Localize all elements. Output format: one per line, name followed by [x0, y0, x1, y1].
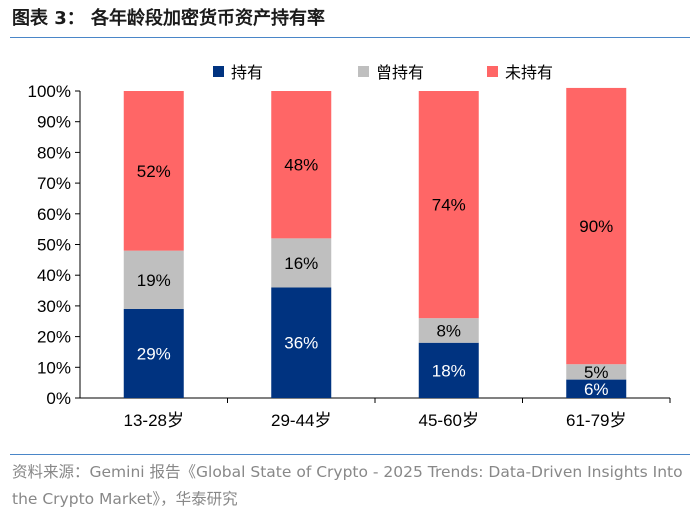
y-tick-label: 60%	[37, 205, 71, 224]
legend-swatch	[358, 66, 369, 77]
data-label: 18%	[432, 361, 466, 380]
data-label: 90%	[579, 217, 613, 236]
bar-segment	[271, 238, 332, 288]
data-label: 5%	[584, 363, 609, 382]
y-tick-label: 90%	[37, 113, 71, 132]
legend-label: 未持有	[505, 64, 553, 82]
data-label: 52%	[137, 162, 171, 181]
x-tick-label: 61-79岁	[566, 411, 626, 430]
bar-segment	[566, 364, 627, 380]
data-label: 74%	[432, 196, 466, 215]
bar-segment	[123, 91, 184, 251]
legend-label: 曾持有	[376, 64, 424, 82]
bar-segment	[418, 91, 479, 319]
data-label: 16%	[284, 254, 318, 273]
bar-segment	[271, 287, 332, 398]
legend-swatch	[213, 66, 224, 77]
data-label: 19%	[137, 271, 171, 290]
bar-segment	[123, 308, 184, 398]
y-tick-label: 70%	[37, 174, 71, 193]
y-tick-label: 80%	[37, 143, 71, 162]
data-label: 8%	[436, 321, 461, 340]
bar-segment	[566, 87, 627, 365]
bar-segment	[418, 318, 479, 343]
data-label: 48%	[284, 156, 318, 175]
bar-segment	[123, 250, 184, 309]
bar-segment	[418, 342, 479, 398]
y-tick-label: 0%	[46, 389, 71, 408]
stacked-bar-chart: 0% 10% 20% 30% 40% 50% 60% 70% 80% 90% 100% 29% 19% 5…	[28, 64, 671, 430]
y-tick-label: 20%	[37, 328, 71, 347]
legend-label: 持有	[231, 64, 263, 82]
source-divider	[10, 454, 690, 455]
x-tick-label: 45-60岁	[419, 411, 479, 430]
y-tick-label: 10%	[37, 358, 71, 377]
y-tick-label: 30%	[37, 297, 71, 316]
x-tick-label: 13-28岁	[124, 411, 184, 430]
data-label: 29%	[137, 344, 171, 363]
bar-segment	[271, 91, 332, 239]
y-tick-label: 100%	[28, 82, 71, 101]
bar-segment	[566, 379, 627, 398]
y-tick-label: 50%	[37, 236, 71, 255]
y-tick-label: 40%	[37, 266, 71, 285]
figure-title: 图表 3： 各年龄段加密货币资产持有率	[12, 8, 326, 29]
title-divider	[10, 37, 690, 38]
data-label: 6%	[584, 380, 609, 399]
data-label: 36%	[284, 334, 318, 353]
x-tick-label: 29-44岁	[271, 411, 331, 430]
legend-swatch	[487, 66, 498, 77]
source-note: 资料来源：Gemini 报告《Global State of Crypto - …	[12, 463, 683, 508]
